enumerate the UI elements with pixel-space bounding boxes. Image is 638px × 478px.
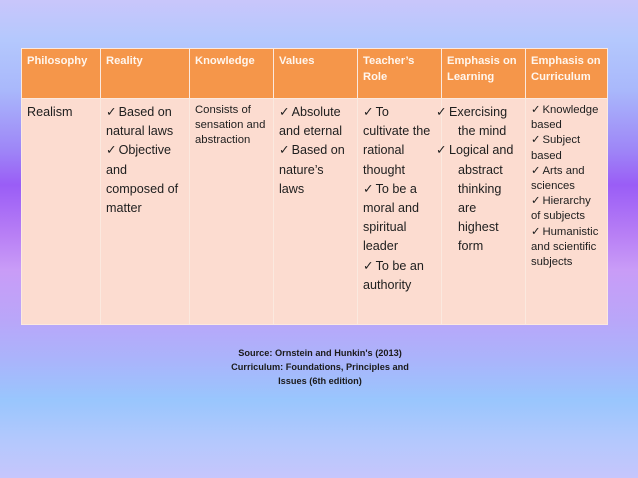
source-line: Source: Ornstein and Hunkin's (2013) (238, 348, 402, 358)
checkmark-icon: ✓ (106, 105, 117, 119)
list-item: ✓ Absolute and eternal (279, 105, 343, 139)
checkmark-icon: ✓ (531, 225, 541, 238)
header-row: Philosophy Reality Knowledge Values Teac… (21, 48, 608, 99)
list-item: ✓ Humanistic and scientific subjects (531, 225, 599, 269)
cell-reality: ✓ Based on natural laws ✓ Objective and co… (100, 98, 190, 325)
list-item: ✓ Objective and composed of matter (106, 143, 179, 216)
header-reality: Reality (100, 48, 190, 99)
checkmark-icon: ✓ (531, 195, 541, 208)
header-teachers-role: Teacher’s Role (357, 48, 442, 99)
checkmark-icon: ✓ (106, 143, 117, 158)
checkmark-icon: ✓ (531, 164, 541, 177)
header-emphasis-curriculum: Emphasis on Curriculum (525, 48, 608, 99)
cell-values: ✓ Absolute and eternal ✓ Based on nature’s… (273, 98, 358, 325)
checkmark-icon: ✓ (531, 104, 541, 116)
list-item: ✓ To be an authority (363, 258, 424, 292)
list-item: ✓ Knowledge based (531, 104, 599, 132)
cell-knowledge: Consists of sensation and abstraction (189, 98, 274, 325)
cell-emphasis-curriculum: ✓ Knowledge based ✓ Subject based ✓ Arts an… (525, 98, 608, 325)
source-line: Curriculum: Foundations, Principles and (231, 362, 409, 372)
header-emphasis-learning: Emphasis on Learning (441, 48, 526, 99)
header-philosophy: Philosophy (21, 48, 101, 99)
cell-emphasis-learning: ✓ Exercising the mind ✓ Logical and abstra… (436, 98, 526, 325)
cell-teachers-role: ✓ To cultivate the rational thought ✓ To b… (357, 98, 442, 325)
list-item: ✓ Exercising the mind (436, 105, 508, 139)
header-values: Values (273, 48, 358, 99)
list-item: ✓ Subject based (531, 134, 581, 162)
list-item: ✓ Logical and abstract thinking are highe… (436, 143, 514, 254)
checkmark-icon: ✓ (363, 258, 374, 273)
philosophy-table: Philosophy Reality Knowledge Values Teac… (21, 48, 608, 325)
table-row: Realism ✓ Based on natural laws ✓ Objectiv… (21, 98, 608, 325)
checkmark-icon: ✓ (279, 105, 290, 119)
list-item: ✓ Hierarchy of subjects (531, 195, 591, 223)
list-item: ✓ Arts and sciences (531, 164, 585, 193)
cell-philosophy: Realism (21, 98, 101, 325)
checkmark-icon: ✓ (279, 143, 290, 158)
header-knowledge: Knowledge (189, 48, 274, 99)
source-line: Issues (6th edition) (278, 376, 362, 386)
list-item: ✓ To be a moral and spiritual leader (363, 181, 420, 254)
list-item: ✓ Based on natural laws (106, 105, 174, 139)
checkmark-icon: ✓ (363, 105, 374, 119)
list-item: ✓ Based on nature’s laws (279, 143, 345, 196)
list-item: ✓ To cultivate the rational thought (363, 105, 431, 177)
checkmark-icon: ✓ (363, 181, 374, 196)
checkmark-icon: ✓ (531, 134, 541, 147)
source-citation: Source: Ornstein and Hunkin's (2013) Cur… (210, 346, 430, 388)
